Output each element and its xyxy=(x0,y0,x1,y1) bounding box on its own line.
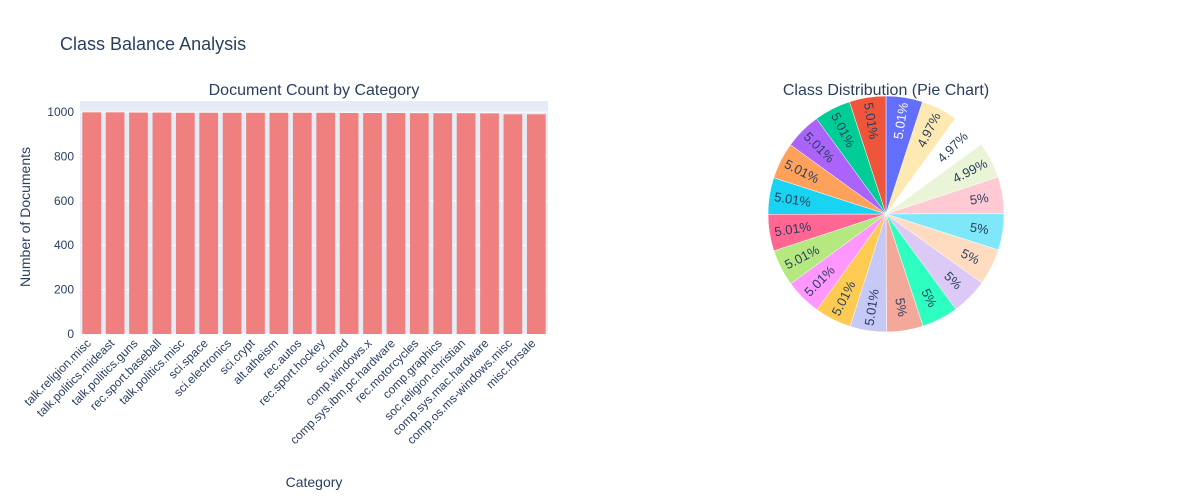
pie-label: 5.01% xyxy=(890,101,911,140)
bar xyxy=(456,113,476,334)
bar xyxy=(292,112,312,334)
pie-chart: Class Distribution (Pie Chart) 5.01% 4.97… xyxy=(767,82,1005,333)
pie-chart-title: Class Distribution (Pie Chart) xyxy=(783,82,989,99)
pie-label: 5% xyxy=(969,220,990,238)
bar xyxy=(503,114,523,334)
figure-title: Class Balance Analysis xyxy=(60,34,246,54)
bar xyxy=(433,113,453,334)
plot-area xyxy=(80,101,548,334)
y-tick-label: 600 xyxy=(54,194,74,208)
y-tick-label: 1000 xyxy=(47,105,74,119)
y-tick-label: 200 xyxy=(54,283,74,297)
pie-slices xyxy=(767,95,1005,333)
bar-chart: Document Count by Category 0 200 400 600 800… xyxy=(17,82,548,490)
bar xyxy=(339,112,359,335)
bar xyxy=(105,112,125,335)
bar xyxy=(222,112,242,334)
bar xyxy=(386,112,406,335)
y-axis-title: Number of Documents xyxy=(17,147,33,287)
bar xyxy=(526,114,546,334)
bar xyxy=(199,112,219,334)
x-axis-title: Category xyxy=(286,474,343,490)
y-tick-labels: 0 200 400 600 800 1000 xyxy=(47,105,74,341)
pie-label: 5.01% xyxy=(861,101,882,140)
pie-label: 5.01% xyxy=(773,189,812,210)
pie-label: 5.01% xyxy=(773,219,812,240)
y-tick-label: 400 xyxy=(54,238,74,252)
bar xyxy=(409,113,429,334)
bars xyxy=(82,112,546,335)
pie-label: 5% xyxy=(969,190,990,208)
y-tick-label: 0 xyxy=(67,327,74,341)
x-tick-labels: talk.religion.misctalk.politics.mideastt… xyxy=(21,336,538,447)
pie-label: 5.01% xyxy=(861,288,881,327)
bar xyxy=(363,112,382,335)
y-tick-label: 800 xyxy=(54,149,74,163)
pie-label: 5% xyxy=(892,297,910,318)
bar xyxy=(129,112,148,334)
bar xyxy=(246,112,265,334)
pie-slice xyxy=(849,95,887,215)
bar xyxy=(152,112,172,334)
bar xyxy=(480,113,499,334)
bar xyxy=(175,112,195,334)
bar xyxy=(82,112,102,335)
bar xyxy=(269,112,289,334)
bar-chart-title: Document Count by Category xyxy=(209,82,420,99)
bar xyxy=(316,112,336,334)
